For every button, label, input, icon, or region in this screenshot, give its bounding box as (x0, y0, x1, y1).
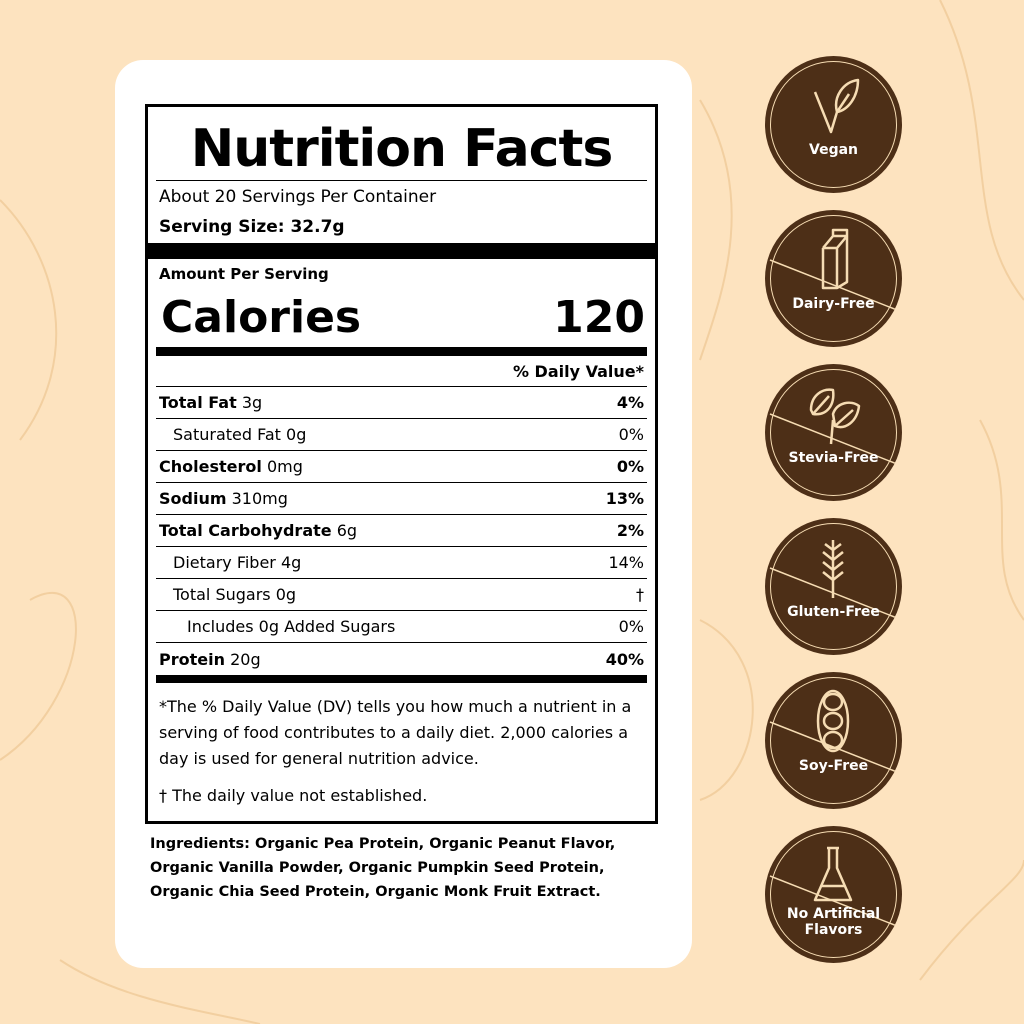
nutrient-label: Saturated Fat (173, 425, 281, 444)
soybean-icon (816, 689, 850, 753)
flask-icon (813, 846, 853, 902)
nutrient-label: Includes 0g Added Sugars (187, 617, 396, 636)
badge-label: No Artificial Flavors (786, 906, 881, 938)
milk-carton-icon (821, 228, 849, 290)
calories-row: Calories 120 (156, 287, 647, 347)
nutrient-label: Total Fat (159, 393, 237, 412)
badge-label: Dairy-Free (792, 296, 875, 312)
badge-stevia-free: Stevia-Free (765, 364, 902, 501)
nutrition-card: Nutrition Facts About 20 Servings Per Co… (115, 60, 692, 968)
nutrient-name: Includes 0g Added Sugars (187, 617, 395, 636)
nutrient-daily-value: 0% (618, 617, 644, 636)
nutrient-name: Total Sugars 0g (173, 585, 296, 604)
nutrient-row: Saturated Fat 0g 0% (156, 419, 647, 451)
ingredients-text: Ingredients: Organic Pea Protein, Organi… (150, 836, 616, 900)
daily-value-footnote: *The % Daily Value (DV) tells you how mu… (159, 697, 632, 768)
badge-ring (770, 215, 897, 342)
badge-label: Stevia-Free (788, 450, 879, 466)
daily-value-header: % Daily Value* (156, 356, 647, 387)
calories-value: 120 (553, 292, 645, 343)
badge-ring (770, 677, 897, 804)
calories-label: Calories (161, 292, 362, 343)
nutrient-row: Total Carbohydrate 6g 2% (156, 515, 647, 547)
nutrient-amount: 0g (286, 425, 307, 444)
badge-ring (770, 369, 897, 496)
nutrient-row: Dietary Fiber 4g 14% (156, 547, 647, 579)
nutrition-facts-label: Nutrition Facts About 20 Servings Per Co… (145, 104, 658, 824)
nutrient-label: Total Sugars (173, 585, 271, 604)
nutrient-name: Cholesterol 0mg (159, 457, 303, 476)
nutrient-daily-value: 0% (616, 457, 644, 476)
badge-label: Gluten-Free (787, 604, 880, 620)
nutrient-rows: Total Fat 3g 4% Saturated Fat 0g 0% Choleste… (156, 387, 647, 675)
nutrient-label: Sodium (159, 489, 227, 508)
nutrient-row: Sodium 310mg 13% (156, 483, 647, 515)
nutrient-row: Total Sugars 0g † (156, 579, 647, 611)
nutrient-label: Total Carbohydrate (159, 521, 332, 540)
nutrient-name: Protein 20g (159, 650, 261, 669)
wheat-icon (822, 540, 844, 598)
label-title: Nutrition Facts (156, 107, 647, 181)
nutrient-row: Protein 20g 40% (156, 643, 647, 675)
badge-soy-free: Soy-Free (765, 672, 902, 809)
nutrient-name: Saturated Fat 0g (173, 425, 306, 444)
nutrient-amount: 0g (275, 585, 297, 604)
nutrient-amount: 3g (241, 393, 263, 412)
nutrient-row: Cholesterol 0mg 0% (156, 451, 647, 483)
nutrient-amount: 4g (280, 553, 302, 572)
nutrient-daily-value: † (636, 585, 644, 604)
badge-label: Vegan (809, 142, 858, 158)
nutrient-label: Protein (159, 649, 225, 669)
nutrient-daily-value: 13% (605, 489, 644, 508)
nutrient-daily-value: 2% (616, 521, 644, 540)
servings-per-container: About 20 Servings Per Container (159, 187, 437, 207)
strike-line-icon (769, 259, 898, 311)
nutrient-amount: 0mg (266, 457, 303, 476)
nutrient-label: Cholesterol (159, 457, 262, 476)
serving-size: Serving Size: 32.7g (159, 217, 345, 237)
badge-vegan: Vegan (765, 56, 902, 193)
nutrient-daily-value: 0% (618, 425, 644, 444)
dv-header-text: % Daily Value* (512, 361, 644, 381)
medium-divider (156, 347, 647, 356)
nutrient-amount: 6g (336, 521, 358, 540)
nutrient-daily-value: 40% (605, 649, 644, 669)
nutrient-name: Total Fat 3g (159, 393, 262, 412)
badge-dairy-free: Dairy-Free (765, 210, 902, 347)
nutrient-daily-value: 14% (608, 553, 644, 572)
nutrient-amount: 20g (230, 649, 261, 669)
badge-ring (770, 61, 897, 188)
thick-divider-bottom (156, 675, 647, 683)
nutrient-row: Total Fat 3g 4% (156, 387, 647, 419)
strike-line-icon (769, 413, 898, 465)
nutrient-amount: 310mg (231, 489, 288, 508)
badge-ring (770, 523, 897, 650)
badge-label: Soy-Free (798, 758, 869, 774)
badge-gluten-free: Gluten-Free (765, 518, 902, 655)
nutrient-name: Total Carbohydrate 6g (159, 521, 357, 540)
nutrient-name: Dietary Fiber 4g (173, 553, 301, 572)
amount-per-serving: Amount Per Serving (159, 265, 329, 283)
leaf-v-icon (813, 78, 860, 134)
stevia-leaves-icon (809, 388, 861, 445)
nutrient-row: Includes 0g Added Sugars 0% (156, 611, 647, 643)
dagger-footnote: † The daily value not established. (159, 786, 428, 805)
thick-divider (148, 243, 655, 259)
nutrient-daily-value: 4% (616, 393, 644, 412)
badge-no-artificial-flavors: No Artificial Flavors (765, 826, 902, 963)
badge-ring (770, 831, 897, 958)
nutrient-name: Sodium 310mg (159, 489, 288, 508)
nutrient-label: Dietary Fiber (173, 553, 276, 572)
